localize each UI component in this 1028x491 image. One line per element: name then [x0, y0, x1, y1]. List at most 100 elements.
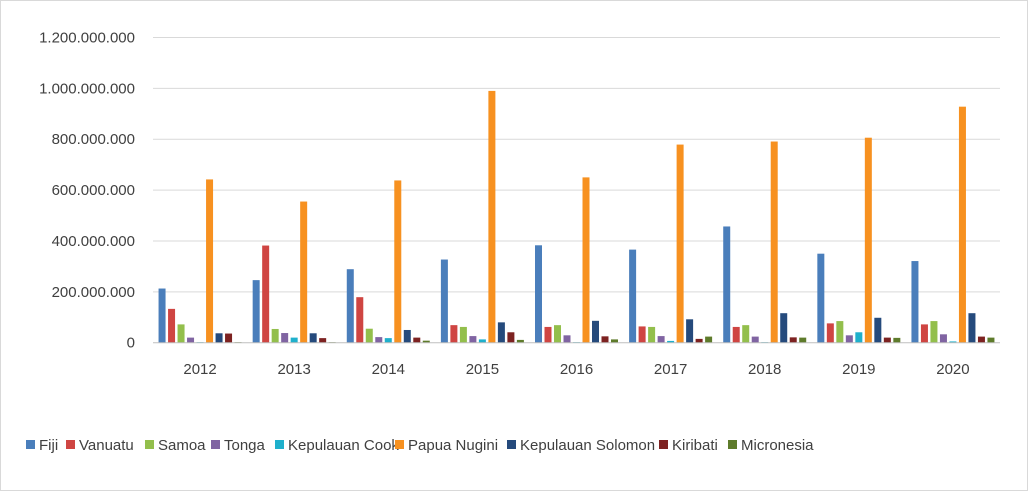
bar-fiji	[723, 226, 731, 343]
bar-kepulauan-solomon	[592, 320, 599, 343]
x-tick-label: 2013	[277, 361, 310, 378]
bar-micronesia	[422, 340, 430, 343]
bar-samoa	[365, 328, 373, 343]
bar-kepulauan-solomon	[686, 319, 694, 343]
x-tick-label: 2018	[748, 361, 781, 378]
y-tick-label: 1.200.000.000	[39, 30, 135, 47]
bar-micronesia	[987, 337, 995, 343]
x-tick-label: 2019	[842, 361, 875, 378]
bar-tonga	[563, 335, 571, 343]
bar-fiji	[440, 259, 448, 343]
bar-vanuatu	[638, 326, 646, 343]
bar-tonga	[375, 337, 383, 343]
bar-kepulauan-solomon	[780, 313, 788, 343]
bar-tonga	[939, 334, 947, 343]
bar-papua-nugini	[206, 179, 214, 343]
bar-kepulauan-cook	[949, 341, 957, 343]
legend-label: Kepulauan Cook	[288, 437, 399, 454]
bar-fiji	[629, 249, 637, 343]
bar-samoa	[836, 321, 844, 343]
bar-fiji	[252, 280, 260, 343]
bar-kiribati	[883, 337, 891, 343]
bar-tonga	[187, 337, 195, 343]
bar-samoa	[930, 321, 938, 343]
bar-samoa	[648, 326, 656, 343]
legend-swatch-samoa	[145, 440, 154, 449]
bar-kepulauan-cook	[478, 339, 486, 343]
bar-kepulauan-solomon	[497, 322, 505, 343]
bar-samoa	[271, 328, 279, 343]
y-tick-label: 800.000.000	[52, 131, 135, 148]
bar-papua-nugini	[676, 144, 684, 343]
bar-samoa	[554, 325, 561, 343]
bar-kepulauan-cook	[290, 337, 298, 343]
bar-tonga	[469, 336, 477, 343]
bar-micronesia	[705, 336, 713, 343]
legend-swatch-papua-nugini	[395, 440, 404, 449]
bar-kepulauan-solomon	[874, 317, 882, 343]
y-tick-label: 1.000.000.000	[39, 80, 135, 97]
bar-tonga	[845, 335, 853, 343]
bar-kiribati	[601, 336, 609, 343]
bar-papua-nugini	[958, 106, 966, 343]
bar-fiji	[158, 288, 166, 343]
y-tick-label: 0	[127, 335, 135, 352]
legend-swatch-kiribati	[659, 440, 668, 449]
y-tick-label: 600.000.000	[52, 182, 135, 199]
bar-papua-nugini	[864, 137, 872, 343]
bar-tonga	[281, 333, 289, 343]
x-tick-label: 2016	[560, 361, 593, 378]
bar-fiji	[817, 253, 825, 343]
bar-vanuatu	[356, 297, 364, 343]
bar-vanuatu	[168, 308, 176, 343]
legend-swatch-micronesia	[728, 440, 737, 449]
bar-vanuatu	[732, 326, 740, 343]
bar-kepulauan-cook	[855, 332, 863, 343]
bar-vanuatu	[450, 325, 458, 343]
bar-kiribati	[507, 332, 515, 343]
bar-kepulauan-cook	[384, 338, 392, 343]
bar-samoa	[459, 326, 467, 343]
bar-fiji	[346, 269, 354, 343]
bar-micronesia	[799, 337, 807, 343]
bar-vanuatu	[826, 323, 834, 343]
legend-swatch-tonga	[211, 440, 220, 449]
legend-swatch-kepulauan-cook	[275, 440, 284, 449]
bar-micronesia	[516, 339, 524, 343]
legend-label: Kiribati	[672, 437, 718, 454]
bar-kiribati	[319, 338, 327, 343]
bar-micronesia	[611, 339, 618, 343]
bar-papua-nugini	[770, 141, 778, 343]
bar-papua-nugini	[300, 201, 308, 343]
bar-kiribati	[413, 337, 421, 343]
y-tick-label: 200.000.000	[52, 284, 135, 301]
bar-papua-nugini	[582, 177, 590, 343]
bar-vanuatu	[262, 245, 270, 343]
bar-fiji	[911, 261, 919, 343]
legend-label: Papua Nugini	[408, 437, 498, 454]
legend-label: Samoa	[158, 437, 206, 454]
bar-papua-nugini	[488, 90, 496, 343]
bar-samoa	[742, 325, 750, 343]
bar-kiribati	[789, 337, 797, 343]
legend-label: Vanuatu	[79, 437, 134, 454]
y-tick-label: 400.000.000	[52, 233, 135, 250]
legend-label: Fiji	[39, 437, 58, 454]
bar-kiribati	[695, 338, 703, 343]
bar-tonga	[657, 336, 665, 343]
bar-kepulauan-solomon	[309, 333, 317, 343]
bar-papua-nugini	[394, 180, 402, 343]
x-tick-label: 2014	[372, 361, 405, 378]
bar-micronesia	[893, 337, 901, 343]
bar-kepulauan-solomon	[968, 313, 976, 343]
bar-kepulauan-cook	[667, 340, 675, 343]
bar-vanuatu	[544, 326, 552, 343]
bar-samoa	[177, 324, 185, 343]
x-tick-label: 2020	[936, 361, 969, 378]
bar-kepulauan-solomon	[215, 333, 223, 343]
legend-swatch-fiji	[26, 440, 35, 449]
bar-fiji	[535, 245, 542, 343]
legend-label: Tonga	[224, 437, 266, 454]
legend-label: Kepulauan Solomon	[520, 437, 655, 454]
